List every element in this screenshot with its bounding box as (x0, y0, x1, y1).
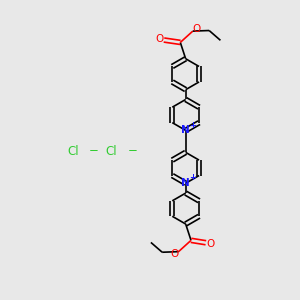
Text: N: N (181, 178, 190, 188)
Text: +: + (190, 173, 196, 182)
Text: Cl: Cl (106, 145, 117, 158)
Text: O: O (155, 34, 163, 44)
Text: N: N (181, 125, 190, 135)
Text: O: O (206, 239, 215, 249)
Text: −: − (128, 143, 138, 157)
Text: O: O (171, 249, 179, 259)
Text: −: − (89, 143, 99, 157)
Text: +: + (190, 121, 196, 130)
Text: Cl: Cl (67, 145, 79, 158)
Text: O: O (192, 24, 200, 34)
